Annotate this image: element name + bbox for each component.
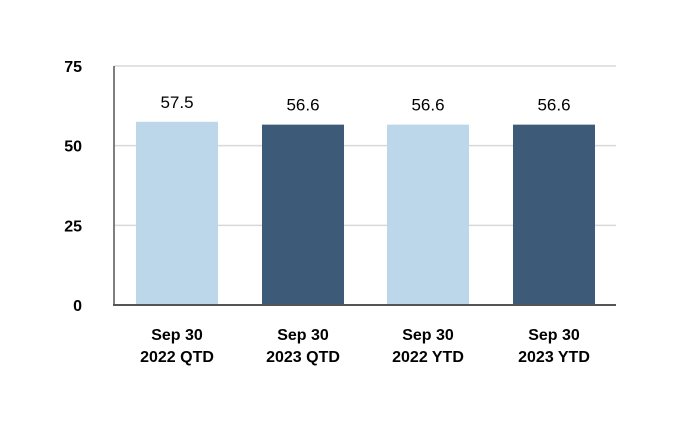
y-tick-label: 50 <box>64 139 82 156</box>
x-tick-label: Sep 30 <box>528 327 580 344</box>
data-label: 56.6 <box>286 96 319 115</box>
bar <box>262 124 344 305</box>
x-tick-label: Sep 30 <box>151 327 203 344</box>
y-tick-label: 25 <box>64 218 82 235</box>
x-tick-label: 2022 YTD <box>392 349 464 366</box>
bar <box>513 124 595 305</box>
data-label: 56.6 <box>537 96 570 115</box>
x-tick-label: 2023 QTD <box>266 349 340 366</box>
x-tick-label: Sep 30 <box>402 327 454 344</box>
bar <box>387 124 469 305</box>
x-tick-label: 2022 QTD <box>140 349 214 366</box>
y-tick-label: 75 <box>64 59 82 76</box>
x-tick-label: Sep 30 <box>277 327 329 344</box>
bar <box>136 121 218 306</box>
y-tick-label: 0 <box>73 298 82 315</box>
data-label: 57.5 <box>160 93 193 112</box>
data-label: 56.6 <box>411 96 444 115</box>
x-tick-label: 2023 YTD <box>518 349 590 366</box>
